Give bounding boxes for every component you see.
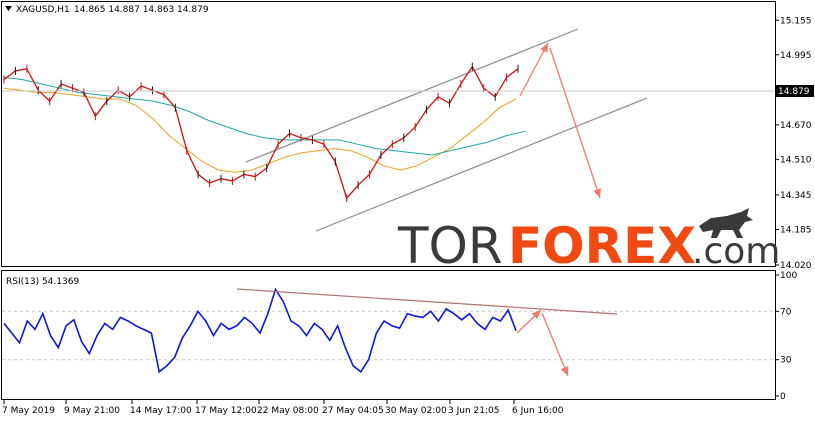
rsi-tick-label: 0 [780, 392, 786, 402]
price-line [3, 65, 519, 200]
rsi-panel-frame [1, 270, 776, 400]
forecast-arrow-down [549, 47, 601, 199]
chart-header: XAGUSD,H1 14.865 14.887 14.863 14.879 [5, 5, 209, 15]
logo-forex-text: FOREX [508, 217, 696, 275]
rsi-forecast-arrows [516, 309, 569, 377]
symbol-label: XAGUSD,H1 [16, 5, 70, 15]
rsi-tick-label: 70 [780, 307, 792, 317]
rsi-title: RSI(13) 54.1369 [6, 277, 79, 287]
moving-averages [3, 76, 526, 173]
channel-upper-line [245, 28, 579, 163]
x-tick-label: 14 May 17:00 [130, 406, 192, 416]
x-tick-label: 27 May 04:05 [322, 406, 384, 416]
rsi-levels [2, 310, 775, 361]
price-tick-label: 14.670 [780, 121, 812, 131]
ma-slow-line [3, 76, 526, 156]
x-tick-label: 3 Jun 21:05 [448, 406, 499, 416]
price-tick-label: 14.185 [780, 225, 812, 235]
rsi-arrow-down-head [560, 366, 569, 376]
x-tick-label: 7 May 2019 [2, 406, 55, 416]
rsi-y-axis: 100 70 30 0 [775, 271, 797, 402]
logo-com-text: .com [692, 231, 780, 272]
rsi-arrow-down [541, 312, 569, 377]
rsi-trendline [236, 288, 618, 315]
current-price-label: 14.879 [778, 87, 810, 97]
price-tick-label: 14.510 [780, 155, 812, 165]
price-y-axis: 15.15514.99514.83014.67014.51014.34514.1… [775, 16, 812, 271]
price-panel-frame [1, 1, 776, 267]
collapse-triangle-icon[interactable] [5, 6, 12, 11]
rsi-series [3, 287, 618, 374]
rsi-line [3, 287, 517, 374]
price-tick-label: 15.155 [780, 16, 812, 26]
ohlc-label: 14.865 14.887 14.863 14.879 [74, 5, 209, 15]
x-tick-label: 6 Jun 16:00 [512, 406, 564, 416]
channel-lower-line [315, 97, 648, 232]
price-tick-label: 14.345 [780, 191, 812, 201]
x-tick-label: 17 May 12:00 [195, 406, 257, 416]
rsi-tick-label: 30 [780, 356, 792, 366]
price-tick-label: 14.020 [780, 261, 812, 271]
rsi-tick-label: 100 [780, 271, 797, 281]
time-x-axis: 7 May 2019 9 May 21:00 14 May 17:00 17 May … [2, 400, 564, 416]
x-tick-label: 9 May 21:00 [64, 406, 120, 416]
ma-fast-line [3, 87, 517, 173]
logo-tor-text: TOR [397, 217, 503, 275]
price-forecast-arrows [519, 42, 601, 199]
torforex-logo: TOR FOREX .com [397, 208, 780, 275]
current-price-marker: 14.879 [2, 85, 814, 97]
forecast-arrow-up-head [540, 43, 548, 53]
trend-channel [245, 28, 648, 232]
bull-icon [699, 208, 753, 238]
x-tick-label: 30 May 02:00 [385, 406, 447, 416]
x-tick-label: 22 May 08:00 [257, 406, 319, 416]
forecast-arrow-down-head [593, 188, 601, 198]
rsi-arrow-up-head [531, 310, 541, 320]
price-tick-label: 14.995 [780, 51, 812, 61]
forecast-arrow-up [519, 42, 549, 97]
